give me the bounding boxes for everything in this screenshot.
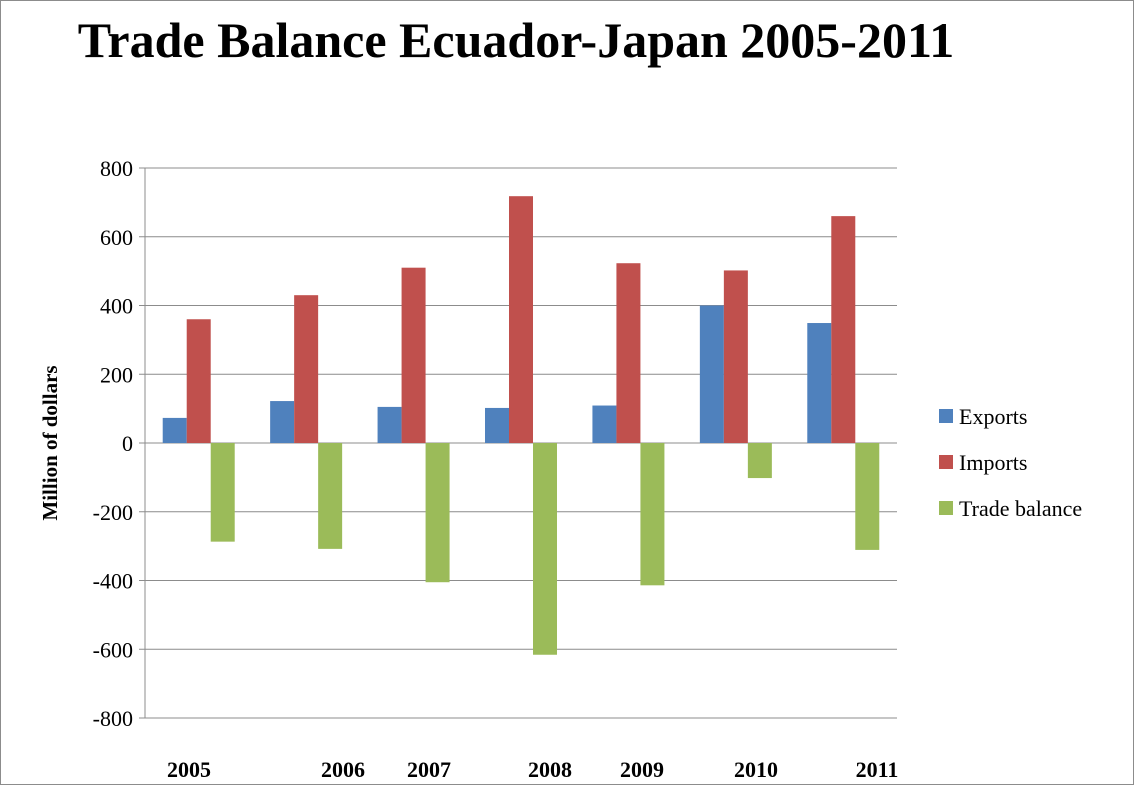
bar-trade-balance	[318, 443, 343, 549]
legend-swatch	[939, 455, 953, 469]
x-tick-label: 2006	[321, 757, 365, 782]
legend: Exports Imports Trade balance	[939, 404, 1082, 521]
bar-trade-balance	[425, 443, 450, 583]
x-tick-label: 2007	[407, 757, 451, 782]
x-tick-label: 2008	[528, 757, 572, 782]
x-tick-labels: 2005 2006 2007 2008 2009 2010 2011	[167, 757, 898, 782]
y-tick-label: 800	[100, 156, 133, 181]
bar-imports	[831, 216, 856, 443]
bar-imports	[401, 267, 426, 443]
x-tick-label: 2010	[734, 757, 778, 782]
bar-trade-balance	[747, 443, 772, 479]
bar-exports	[699, 305, 724, 443]
bar-exports	[377, 406, 402, 443]
y-tick-label: 600	[100, 225, 133, 250]
bar-exports	[807, 323, 832, 443]
bars	[162, 196, 880, 655]
legend-swatch	[939, 501, 953, 515]
x-tick-label: 2009	[620, 757, 664, 782]
y-tick-label: 400	[100, 294, 133, 319]
bar-trade-balance	[855, 443, 880, 550]
bar-imports	[509, 196, 533, 443]
bar-exports	[270, 401, 295, 443]
bar-exports	[485, 407, 509, 443]
bar-exports	[592, 405, 617, 443]
bar-imports	[186, 319, 211, 443]
bar-imports	[294, 295, 319, 443]
y-tick-label: -800	[93, 706, 133, 731]
bar-imports	[723, 270, 748, 443]
y-axis-label: Million of dollars	[38, 365, 62, 520]
y-tick-labels: 800 600 400 200 0 -200 -400 -600 -800	[93, 156, 133, 731]
x-tick-label: 2011	[856, 757, 899, 782]
bar-exports	[162, 417, 187, 443]
y-tick-label: 200	[100, 362, 133, 387]
y-tick-label: -400	[93, 569, 133, 594]
y-tick-label: 0	[122, 431, 133, 456]
legend-label: Trade balance	[959, 496, 1082, 521]
bar-trade-balance	[210, 443, 235, 542]
x-tick-label: 2005	[167, 757, 211, 782]
y-tick-label: -200	[93, 500, 133, 525]
bar-trade-balance	[640, 443, 665, 586]
legend-label: Exports	[959, 404, 1027, 429]
legend-swatch	[939, 409, 953, 423]
bar-trade-balance	[533, 443, 557, 655]
y-tick-label: -600	[93, 637, 133, 662]
bar-imports	[616, 263, 641, 443]
chart-title: Trade Balance Ecuador-Japan 2005-2011	[77, 12, 955, 68]
legend-label: Imports	[959, 450, 1027, 475]
